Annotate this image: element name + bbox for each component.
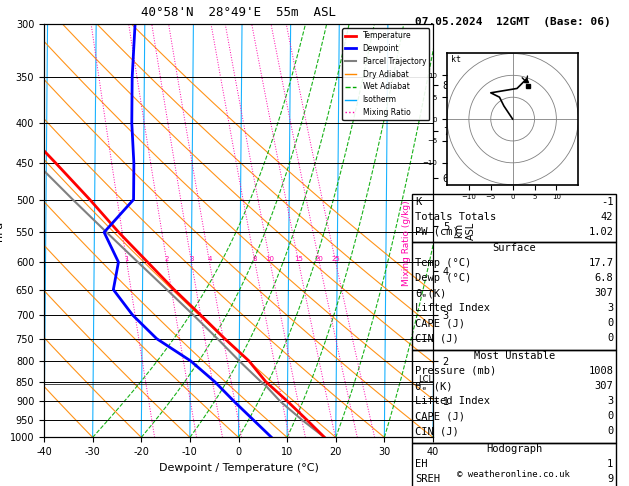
Text: Most Unstable: Most Unstable [474,351,555,361]
Text: 15: 15 [294,256,303,262]
Text: 0: 0 [607,318,613,329]
Text: kt: kt [452,55,462,64]
Text: Surface: Surface [493,243,536,253]
Text: 307: 307 [594,381,613,391]
Text: Pressure (mb): Pressure (mb) [415,366,496,376]
Text: Dewp (°C): Dewp (°C) [415,273,471,283]
Text: Lifted Index: Lifted Index [415,303,490,313]
Text: θₑ (K): θₑ (K) [415,381,453,391]
Text: 2: 2 [165,256,169,262]
Text: CIN (J): CIN (J) [415,333,459,344]
Text: PW (cm): PW (cm) [415,227,459,237]
Text: © weatheronline.co.uk: © weatheronline.co.uk [457,469,571,479]
Text: 0: 0 [607,426,613,436]
Text: Mixing Ratio (g/kg): Mixing Ratio (g/kg) [403,200,411,286]
Text: 20: 20 [315,256,324,262]
Text: EH: EH [415,459,428,469]
Text: 10: 10 [265,256,275,262]
Y-axis label: km
ASL: km ASL [455,222,476,240]
Text: θₑ(K): θₑ(K) [415,288,447,298]
Text: 307: 307 [594,288,613,298]
Text: 9: 9 [607,474,613,484]
Text: Hodograph: Hodograph [486,444,542,454]
Legend: Temperature, Dewpoint, Parcel Trajectory, Dry Adiabat, Wet Adiabat, Isotherm, Mi: Temperature, Dewpoint, Parcel Trajectory… [342,28,429,120]
Text: K: K [415,197,421,207]
Text: Temp (°C): Temp (°C) [415,258,471,268]
Text: -1: -1 [601,197,613,207]
Text: 0: 0 [607,411,613,421]
Y-axis label: hPa: hPa [0,221,4,241]
Text: 1.02: 1.02 [588,227,613,237]
Text: CAPE (J): CAPE (J) [415,318,465,329]
Text: 8: 8 [253,256,257,262]
Text: SREH: SREH [415,474,440,484]
Text: 3: 3 [607,303,613,313]
Text: 1: 1 [125,256,129,262]
Text: Lifted Index: Lifted Index [415,396,490,406]
Text: 6.8: 6.8 [594,273,613,283]
Text: 25: 25 [331,256,340,262]
Text: Totals Totals: Totals Totals [415,212,496,222]
Text: LCL: LCL [418,375,433,383]
X-axis label: Dewpoint / Temperature (°C): Dewpoint / Temperature (°C) [159,463,318,473]
Text: CIN (J): CIN (J) [415,426,459,436]
Text: 3: 3 [189,256,194,262]
Text: 07.05.2024  12GMT  (Base: 06): 07.05.2024 12GMT (Base: 06) [415,17,611,27]
Text: 0: 0 [607,333,613,344]
Text: 4: 4 [208,256,212,262]
Text: 1008: 1008 [588,366,613,376]
Text: CAPE (J): CAPE (J) [415,411,465,421]
Text: 17.7: 17.7 [588,258,613,268]
Title: 40°58'N  28°49'E  55m  ASL: 40°58'N 28°49'E 55m ASL [141,6,336,19]
Text: 3: 3 [607,396,613,406]
Text: 1: 1 [607,459,613,469]
Text: 42: 42 [601,212,613,222]
